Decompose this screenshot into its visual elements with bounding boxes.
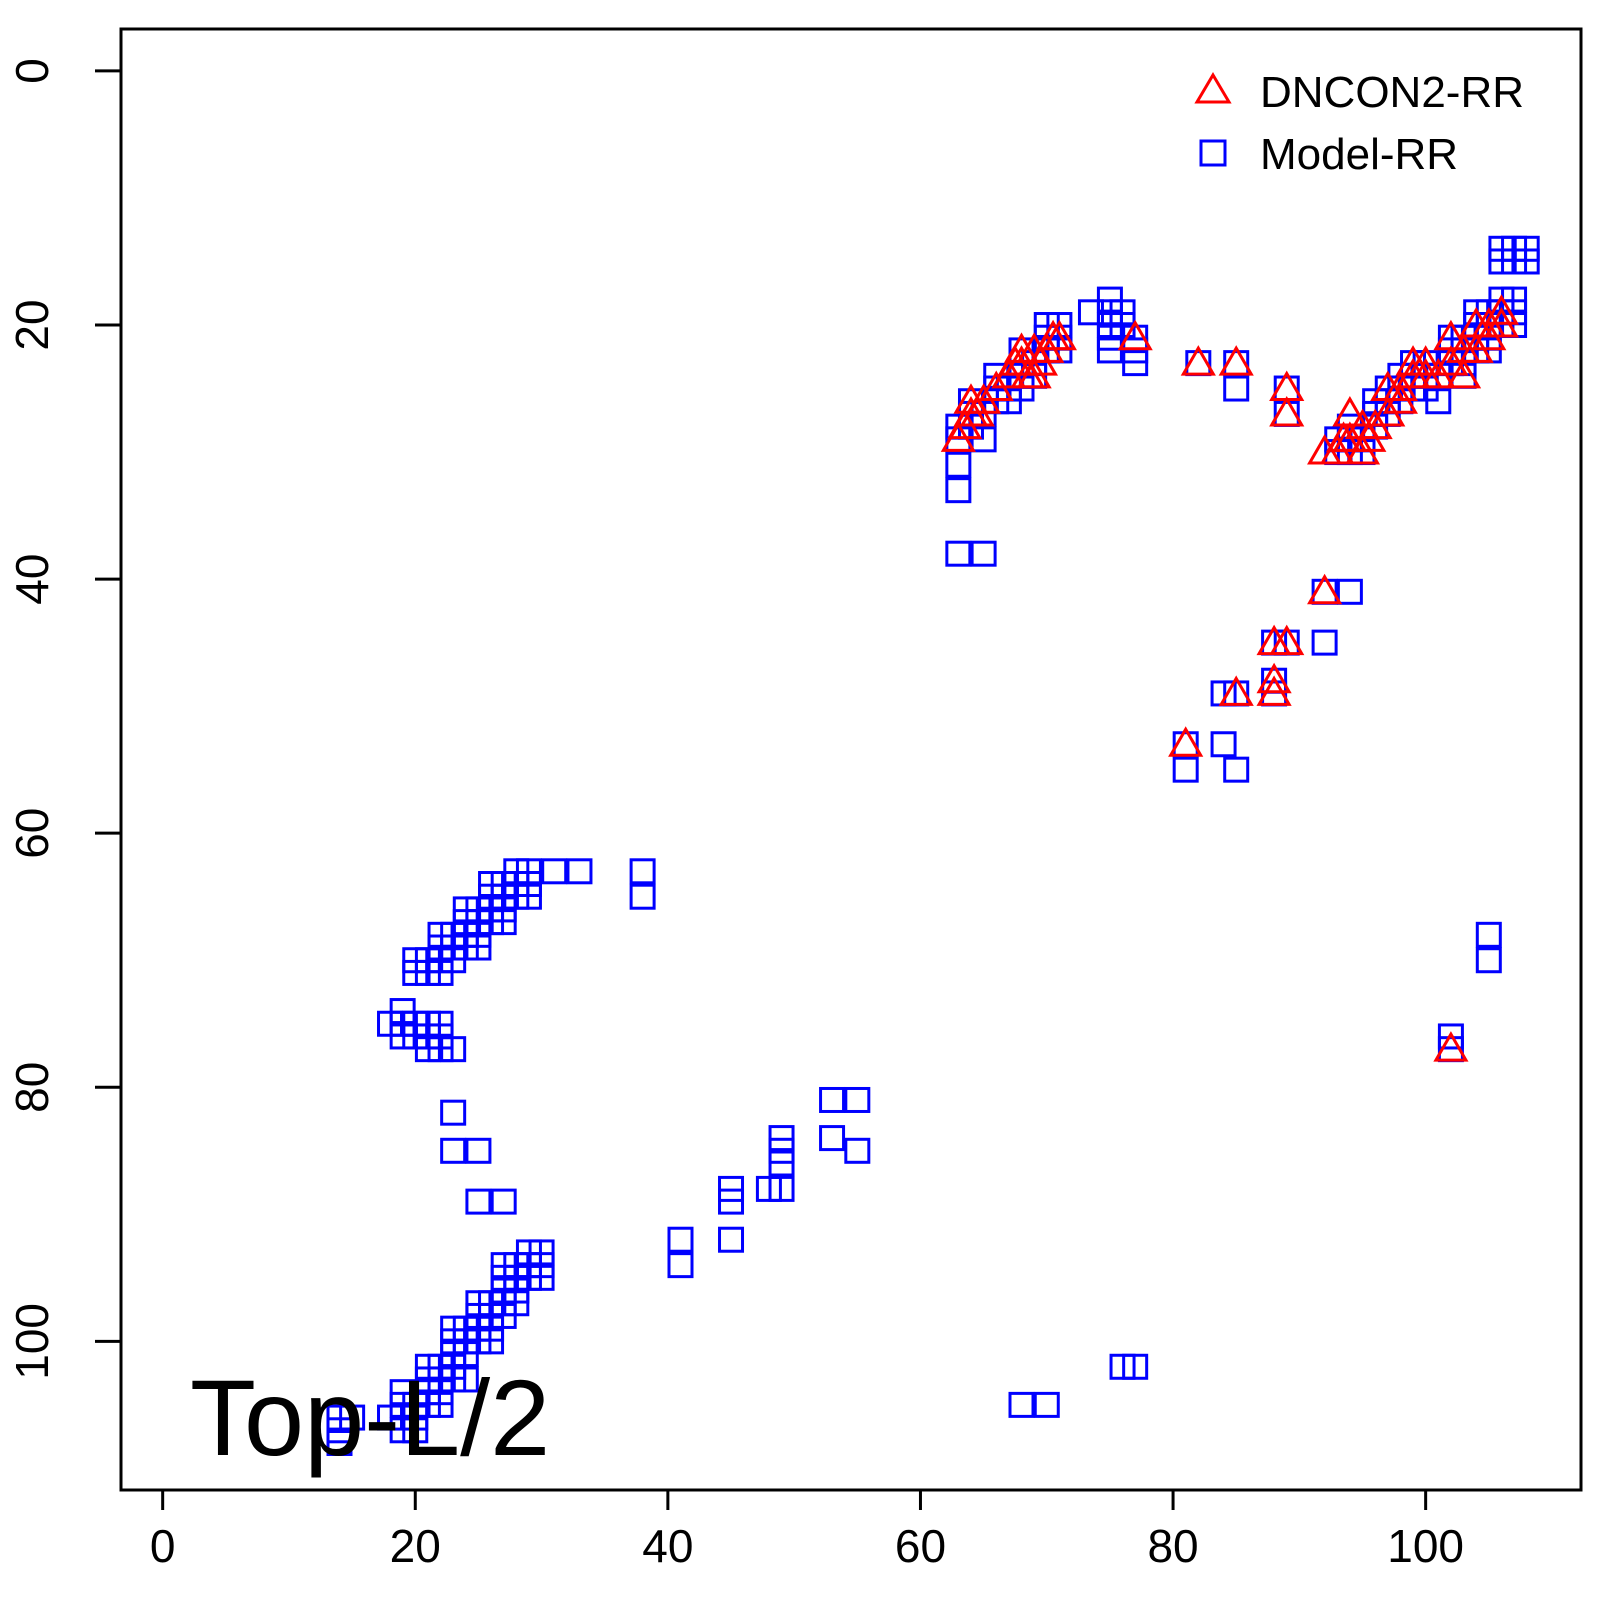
point-model-rr <box>1210 731 1237 758</box>
point-model-rr <box>465 1137 492 1164</box>
x-tick-label: 80 <box>1147 1520 1198 1572</box>
point-model-rr <box>465 1188 492 1215</box>
legend-label-model-rr: Model-RR <box>1260 130 1458 179</box>
point-model-rr <box>1336 578 1363 605</box>
y-tick-label: 100 <box>6 1303 58 1380</box>
point-model-rr <box>440 1036 467 1063</box>
point-dncon2-rr <box>1041 319 1077 351</box>
y-axis: 0 20 40 60 80 100 <box>6 58 122 1380</box>
point-dncon2-rr <box>1433 1031 1469 1062</box>
point-model-rr <box>970 540 997 567</box>
y-tick-label: 40 <box>6 554 58 605</box>
series-layer <box>326 235 1540 1456</box>
point-model-rr <box>844 1137 871 1164</box>
point-model-rr <box>768 1150 795 1177</box>
point-model-rr <box>844 1086 871 1113</box>
point-model-rr <box>503 1290 530 1317</box>
point-model-rr <box>819 1125 846 1152</box>
point-model-rr <box>1311 629 1338 656</box>
point-model-rr <box>427 1391 454 1418</box>
point-dncon2-rr <box>1307 573 1343 605</box>
point-model-rr <box>1475 921 1502 948</box>
point-dncon2-rr <box>1117 319 1153 351</box>
point-model-rr <box>490 909 517 936</box>
point-dncon2-rr <box>1269 395 1305 427</box>
y-tick-label: 20 <box>6 299 58 350</box>
point-model-rr <box>945 451 972 478</box>
point-model-rr <box>452 1366 479 1393</box>
point-dncon2-rr <box>1168 726 1204 757</box>
point-dncon2-rr <box>1218 345 1254 376</box>
point-dncon2-rr <box>1483 307 1520 338</box>
point-model-rr <box>718 1188 745 1215</box>
y-tick-label: 80 <box>6 1062 58 1113</box>
legend-marker-model-rr <box>1199 139 1227 167</box>
point-dncon2-rr <box>1218 675 1254 706</box>
point-model-rr <box>1122 350 1149 377</box>
y-tick-label: 0 <box>6 58 58 84</box>
point-dncon2-rr <box>1408 345 1444 376</box>
annotation-label: Top-L/2 <box>190 1357 550 1478</box>
point-model-rr <box>768 1175 795 1202</box>
point-dncon2-rr <box>1269 624 1305 656</box>
point-dncon2-rr <box>1433 319 1469 351</box>
point-model-rr <box>945 540 972 567</box>
point-model-rr <box>528 1264 555 1291</box>
point-model-rr <box>629 858 656 885</box>
legend: DNCON2-RR Model-RR <box>1194 68 1524 179</box>
point-model-rr <box>1513 248 1540 275</box>
point-dncon2-rr <box>1445 357 1482 389</box>
point-model-rr <box>402 1417 429 1444</box>
point-model-rr <box>490 1188 517 1215</box>
point-dncon2-rr <box>1483 294 1520 325</box>
x-tick-label: 40 <box>642 1520 693 1572</box>
point-dncon2-rr <box>1256 662 1292 694</box>
point-dncon2-rr <box>1256 675 1292 706</box>
point-model-rr <box>326 1429 353 1456</box>
legend-marker-dncon2-rr <box>1194 72 1232 104</box>
x-axis: 0 20 40 60 80 100 <box>150 1489 1464 1572</box>
point-model-rr <box>1122 1353 1149 1380</box>
point-model-rr <box>465 934 492 961</box>
x-tick-label: 60 <box>895 1520 946 1572</box>
point-model-rr <box>1475 947 1502 974</box>
point-model-rr <box>440 1137 467 1164</box>
point-model-rr <box>1223 756 1250 783</box>
point-model-rr <box>1008 1391 1035 1418</box>
point-model-rr <box>667 1252 694 1279</box>
x-tick-label: 0 <box>150 1520 176 1572</box>
point-model-rr <box>339 1404 366 1431</box>
point-model-rr <box>667 1226 694 1253</box>
x-tick-label: 20 <box>390 1520 441 1572</box>
point-model-rr <box>629 883 656 910</box>
point-model-rr <box>541 858 568 885</box>
point-dncon2-rr <box>1180 345 1216 376</box>
point-model-rr <box>1172 756 1199 783</box>
point-model-rr <box>515 883 542 910</box>
point-model-rr <box>970 426 997 453</box>
point-model-rr <box>440 1099 467 1126</box>
point-model-rr <box>1033 1391 1060 1418</box>
point-model-rr <box>478 1328 505 1355</box>
legend-label-dncon2-rr: DNCON2-RR <box>1260 68 1524 117</box>
point-model-rr <box>1425 388 1452 415</box>
point-model-rr <box>1223 375 1250 402</box>
x-tick-label: 100 <box>1387 1520 1464 1572</box>
point-model-rr <box>945 477 972 504</box>
point-model-rr <box>1096 337 1123 364</box>
point-model-rr <box>566 858 593 885</box>
point-model-rr <box>819 1086 846 1113</box>
y-tick-label: 60 <box>6 808 58 859</box>
point-model-rr <box>718 1226 745 1253</box>
